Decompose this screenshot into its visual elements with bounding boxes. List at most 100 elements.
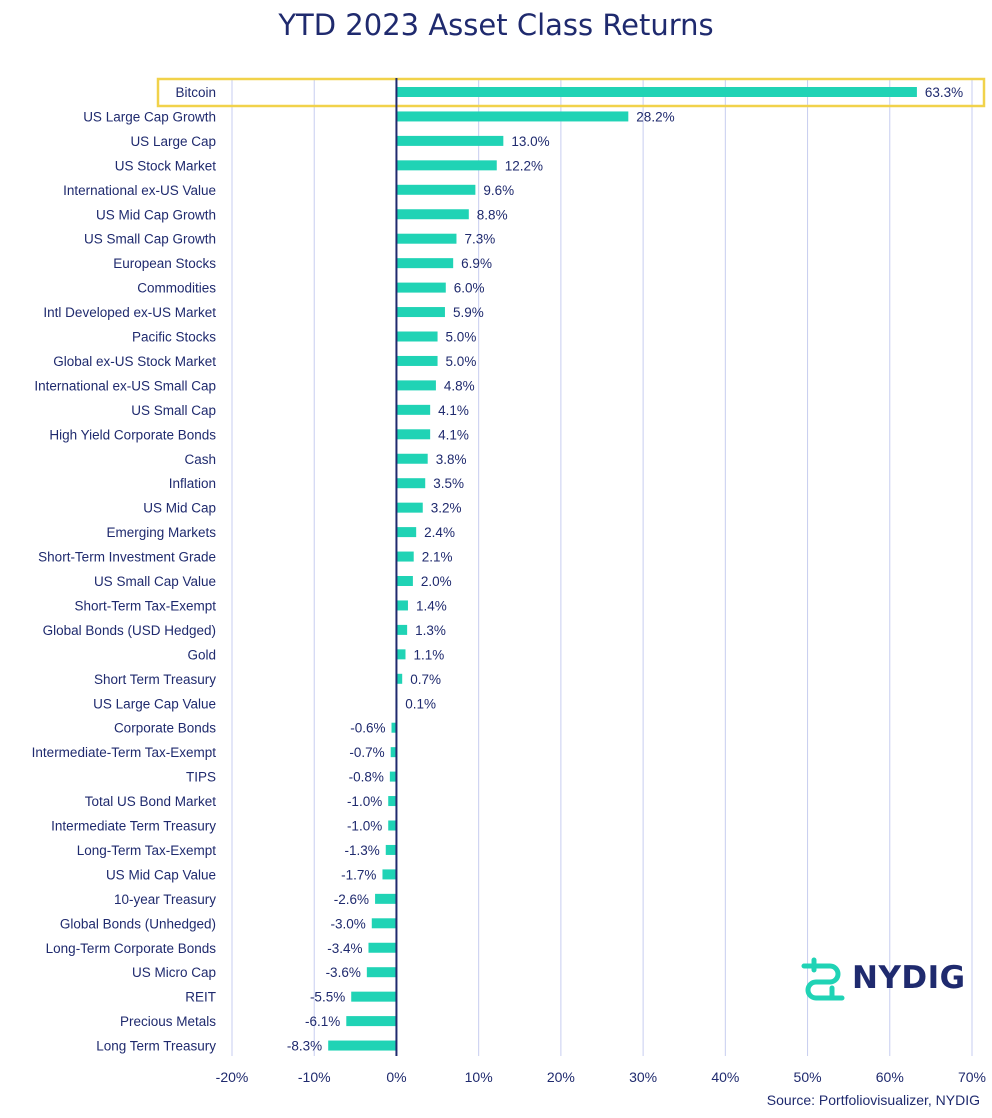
bar	[385, 844, 397, 855]
x-tick-label: 20%	[547, 1069, 575, 1085]
bar	[396, 307, 445, 318]
category-label: Total US Bond Market	[85, 794, 217, 809]
category-label: US Small Cap Growth	[84, 232, 216, 247]
bar	[396, 502, 423, 513]
bar	[389, 771, 397, 782]
category-label: Long-Term Tax-Exempt	[77, 843, 217, 858]
category-label: US Stock Market	[115, 158, 217, 173]
value-label: 2.0%	[421, 574, 452, 589]
category-label: US Small Cap Value	[94, 574, 216, 589]
category-labels: Bitcoin US Large Cap Growth US Large Cap US…	[32, 85, 217, 1054]
bar	[396, 429, 431, 440]
value-label: 0.1%	[405, 696, 436, 711]
category-label: REIT	[185, 990, 216, 1005]
bars	[328, 87, 917, 1051]
bar	[396, 233, 457, 244]
bar	[396, 184, 476, 195]
value-label: -1.0%	[347, 819, 382, 834]
category-label: Pacific Stocks	[132, 330, 216, 345]
bar	[396, 527, 417, 538]
highlight-box	[156, 77, 986, 108]
category-label: US Mid Cap Growth	[96, 207, 216, 222]
bar	[368, 942, 397, 953]
value-label: -3.4%	[327, 941, 362, 956]
value-label: -0.7%	[349, 745, 384, 760]
category-label: International ex-US Small Cap	[34, 378, 216, 393]
bar	[371, 918, 397, 929]
value-label: 8.8%	[477, 207, 508, 222]
value-label: 5.0%	[446, 330, 477, 345]
bar	[396, 453, 428, 464]
bar	[396, 576, 413, 586]
category-label: Global Bonds (USD Hedged)	[43, 623, 216, 638]
x-tick-label: 0%	[386, 1069, 406, 1085]
bar	[396, 600, 408, 611]
x-tick-label: 30%	[629, 1069, 657, 1085]
x-tick-label: 70%	[958, 1069, 986, 1085]
category-label: US Micro Cap	[132, 965, 216, 980]
value-label: 2.4%	[424, 525, 455, 540]
value-label: -1.7%	[341, 867, 376, 882]
category-label: Short Term Treasury	[94, 672, 216, 687]
value-label: 28.2%	[636, 109, 674, 124]
category-label: Precious Metals	[120, 1014, 216, 1029]
bar	[388, 796, 397, 807]
nydig-logo-icon	[801, 957, 845, 1001]
category-label: US Small Cap	[131, 403, 216, 418]
x-tick-label: 10%	[465, 1069, 493, 1085]
bar	[396, 673, 403, 684]
bar	[390, 747, 397, 758]
x-tick-label: -10%	[298, 1069, 331, 1085]
value-label: -3.0%	[330, 916, 365, 931]
value-label: -8.3%	[287, 1039, 322, 1054]
category-label: Global ex-US Stock Market	[53, 354, 216, 369]
bar	[396, 135, 504, 146]
bar	[396, 624, 408, 635]
value-label: 5.9%	[453, 305, 484, 320]
x-axis-ticks: -20% -10% 0% 10% 20% 30% 40% 50% 60% 70%	[216, 1069, 986, 1085]
value-label: 13.0%	[511, 134, 549, 149]
x-tick-label: 60%	[876, 1069, 904, 1085]
value-label: 2.1%	[422, 550, 453, 565]
category-label: Long Term Treasury	[96, 1039, 216, 1054]
bar	[396, 355, 438, 366]
value-label: -1.3%	[344, 843, 379, 858]
value-label: 1.3%	[415, 623, 446, 638]
value-label: 63.3%	[925, 85, 963, 100]
bar	[382, 869, 397, 880]
value-label: -1.0%	[347, 794, 382, 809]
source-note: Source: Portfoliovisualizer, NYDIG	[766, 1092, 980, 1108]
category-label: US Mid Cap Value	[106, 867, 216, 882]
value-label: 12.2%	[505, 158, 543, 173]
value-label: 6.9%	[461, 256, 492, 271]
category-label: High Yield Corporate Bonds	[49, 427, 216, 442]
chart-title: YTD 2023 Asset Class Returns	[278, 8, 714, 42]
value-label: 1.1%	[413, 647, 444, 662]
category-label: Global Bonds (Unhedged)	[60, 916, 216, 931]
bar	[396, 209, 469, 220]
value-label: 7.3%	[464, 232, 495, 247]
bar	[396, 87, 917, 97]
category-label: US Mid Cap	[143, 501, 216, 516]
category-label: US Large Cap Growth	[83, 109, 216, 124]
bar	[366, 967, 397, 978]
value-label: 0.7%	[410, 672, 441, 687]
nydig-logo: NYDIG	[800, 956, 970, 1002]
highlight-box-rect	[156, 77, 986, 108]
value-label: -2.6%	[334, 892, 369, 907]
x-tick-label: -20%	[216, 1069, 249, 1085]
logo-text: NYDIG	[852, 960, 966, 996]
category-label: International ex-US Value	[63, 183, 216, 198]
category-label: Commodities	[137, 281, 216, 296]
value-label: 3.2%	[431, 501, 462, 516]
bar	[396, 111, 629, 122]
bar	[396, 404, 431, 415]
category-label: Corporate Bonds	[114, 721, 216, 736]
value-label: -6.1%	[305, 1014, 340, 1029]
x-tick-label: 40%	[711, 1069, 739, 1085]
x-tick-label: 50%	[794, 1069, 822, 1085]
value-label: -3.6%	[326, 965, 361, 980]
value-label: 3.5%	[433, 476, 464, 491]
value-label: 4.1%	[438, 427, 469, 442]
